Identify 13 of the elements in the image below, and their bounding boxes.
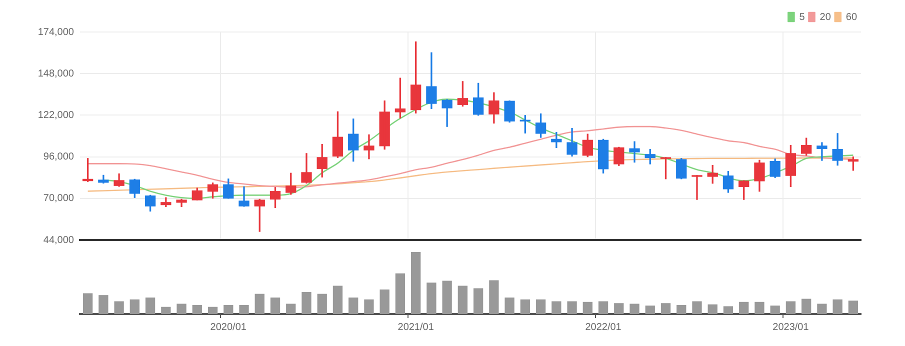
- legend-label: 20: [820, 12, 832, 23]
- x-tick-label: 2023/01: [772, 322, 810, 333]
- y-tick-label: 44,000: [43, 234, 74, 246]
- y-tick-label: 70,000: [43, 193, 74, 204]
- y-tick-label: 174,000: [38, 26, 74, 38]
- y-tick-label: 148,000: [38, 68, 74, 80]
- x-tick-label: 2020/01: [210, 322, 247, 333]
- legend-label: 5: [799, 12, 806, 23]
- y-tick-label: 96,000: [43, 152, 74, 163]
- legend-label: 60: [846, 12, 858, 23]
- x-tick-label: 2022/01: [585, 322, 622, 333]
- y-tick-label: 122,000: [38, 110, 74, 121]
- x-tick-label: 2021/01: [398, 322, 434, 333]
